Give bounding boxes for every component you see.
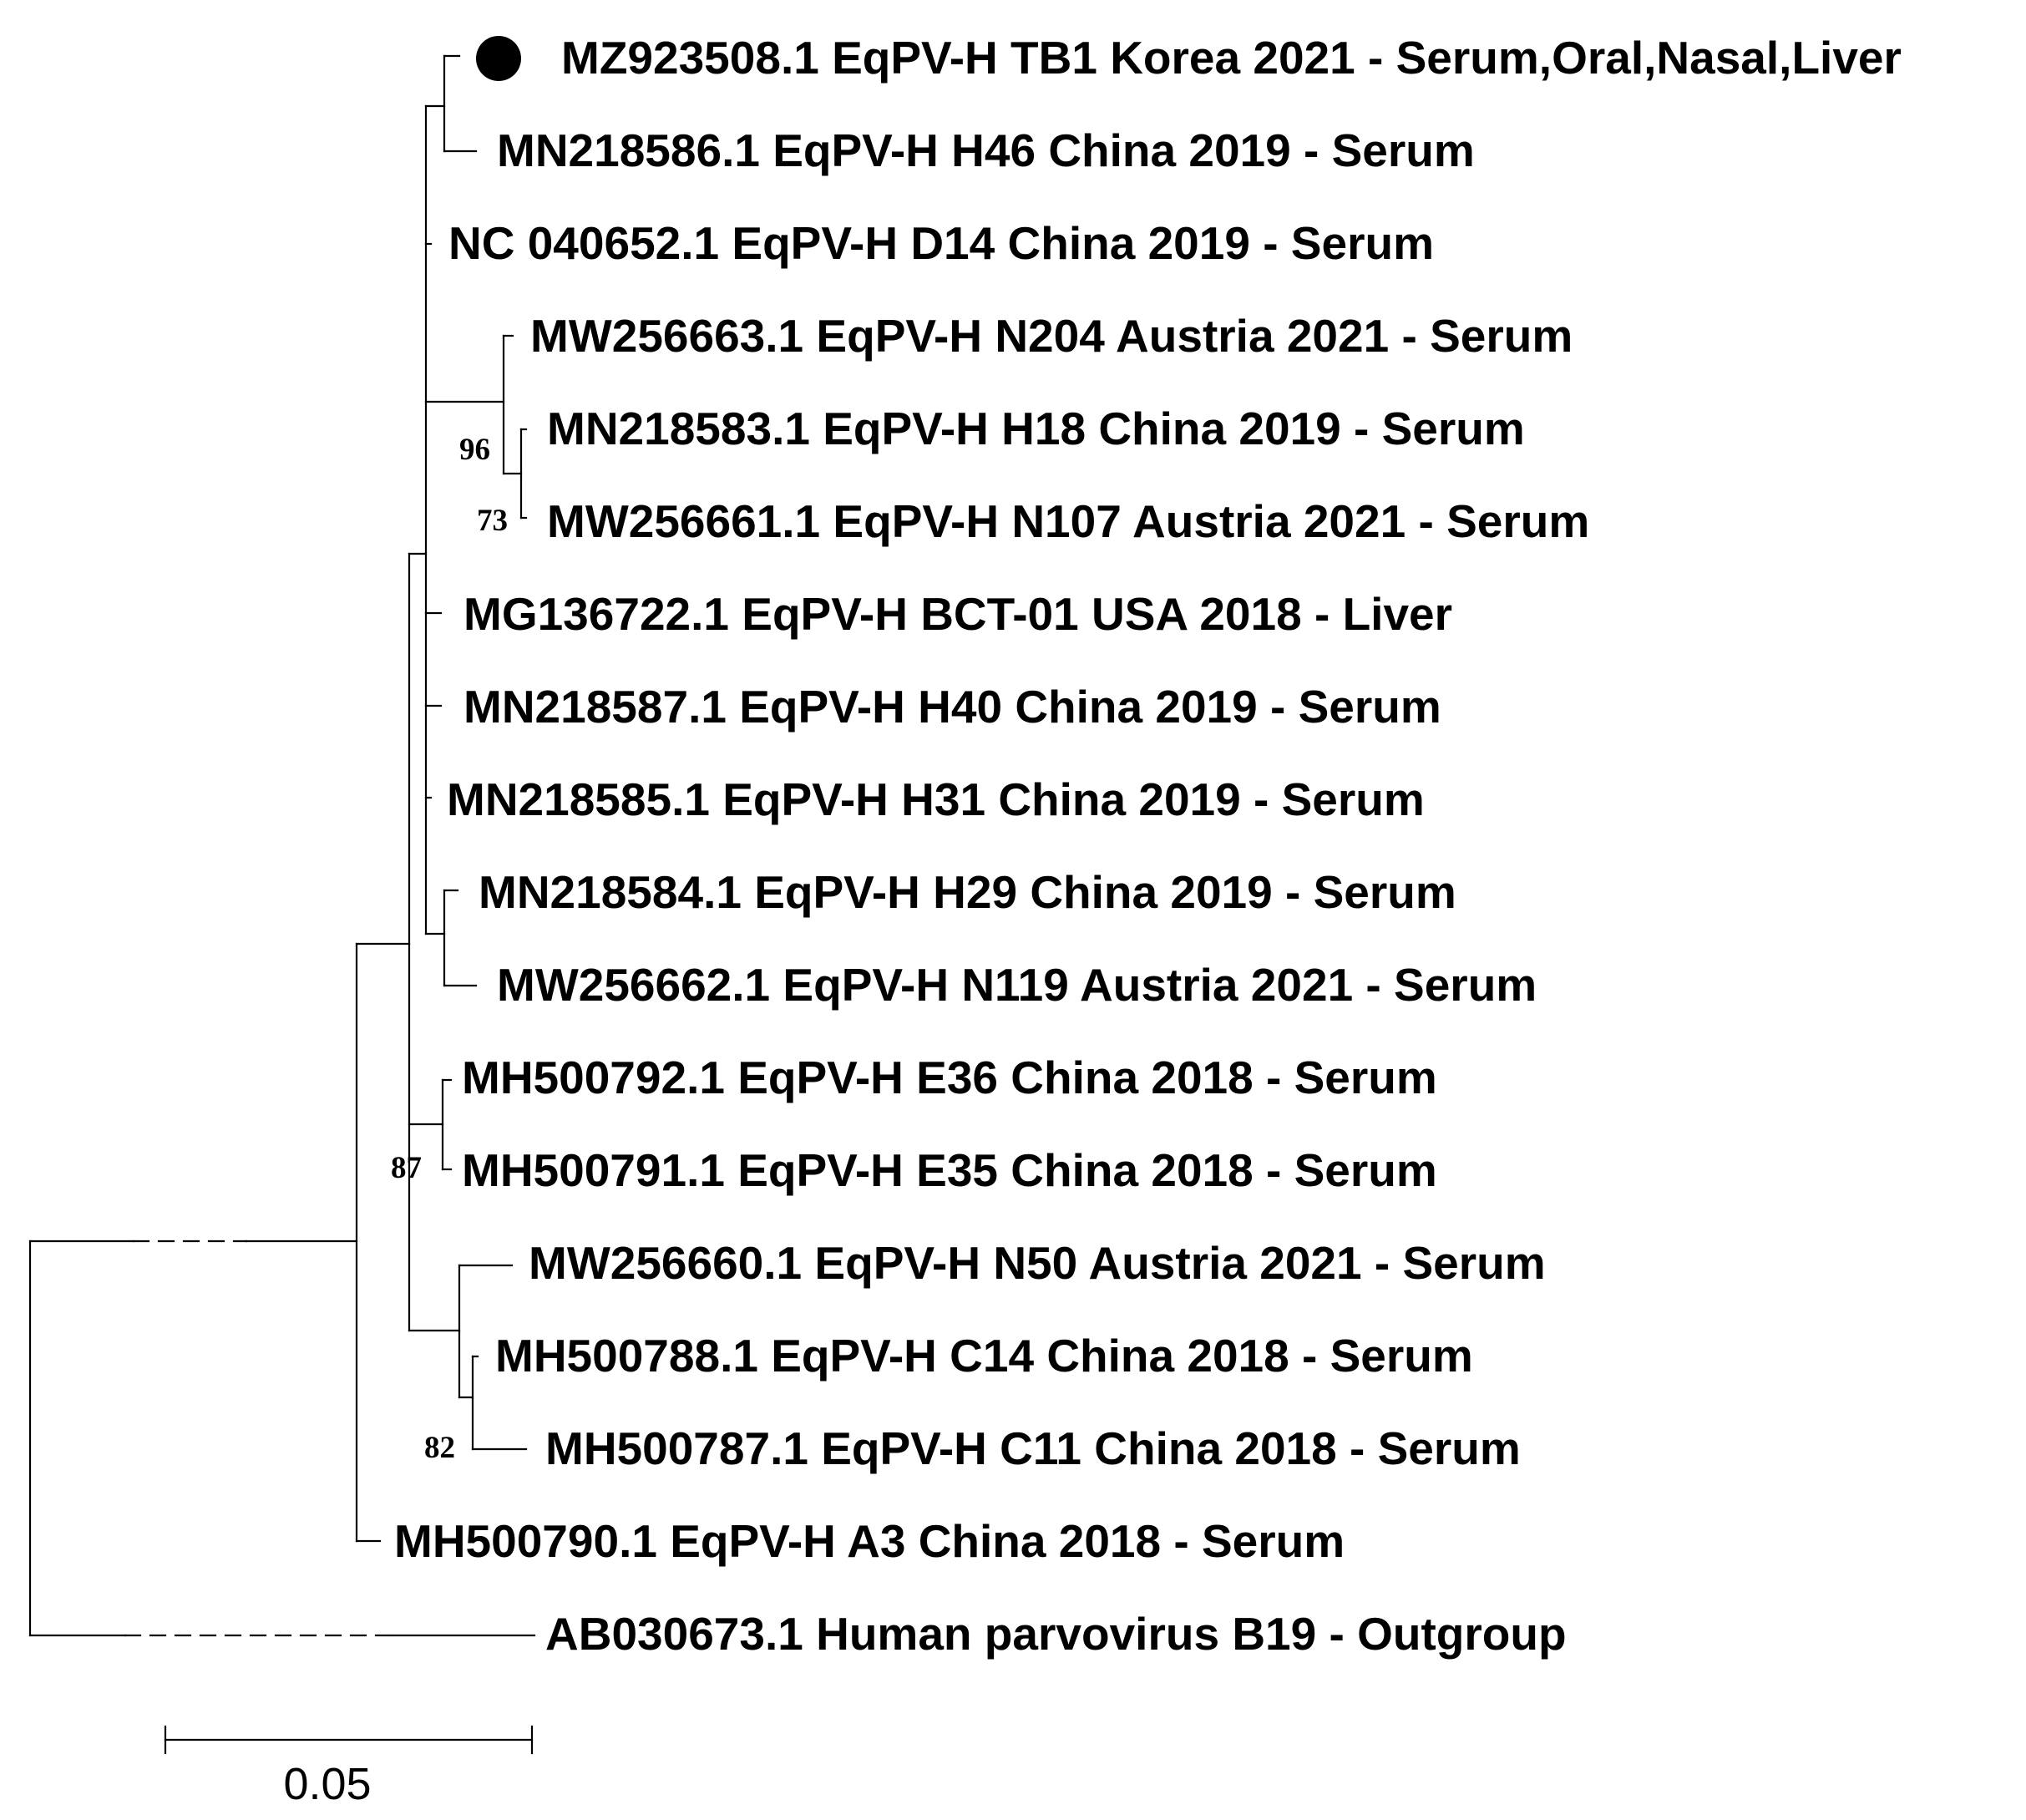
- leaf-label-MH500788: MH500788.1 EqPV-H C14 China 2018 - Serum: [495, 1330, 1473, 1381]
- bootstrap-value-73: 73: [477, 504, 508, 538]
- leaf-label-MN218587: MN218587.1 EqPV-H H40 China 2019 - Serum: [463, 681, 1441, 733]
- leaf-label-MH500787: MH500787.1 EqPV-H C11 China 2018 - Serum: [545, 1422, 1521, 1474]
- leaf-label-NC040652: NC 040652.1 EqPV-H D14 China 2019 - Seru…: [448, 217, 1434, 269]
- korea-marker-circle-icon: [476, 36, 521, 81]
- bootstrap-value-82: 82: [424, 1431, 455, 1465]
- leaf-label-MW256660: MW256660.1 EqPV-H N50 Austria 2021 - Ser…: [529, 1237, 1546, 1289]
- leaf-label-MW256661: MW256661.1 EqPV-H N107 Austria 2021 - Se…: [547, 495, 1589, 547]
- scale-bar-label: 0.05: [283, 1759, 371, 1809]
- leaf-label-MH500791: MH500791.1 EqPV-H E35 China 2018 - Serum: [462, 1144, 1437, 1196]
- scale-bar: 0.05: [164, 1725, 534, 1809]
- bootstrap-values: 96 73 87 82: [391, 433, 508, 1465]
- leaf-label-MN218585: MN218585.1 EqPV-H H31 China 2019 - Serum: [447, 773, 1425, 825]
- leaf-label-MZ923508: MZ923508.1 EqPV-H TB1 Korea 2021 - Serum…: [561, 32, 1902, 84]
- leaf-label-AB030673: AB030673.1 Human parvovirus B19 - Outgro…: [545, 1608, 1567, 1660]
- tree-branches: [28, 54, 536, 1637]
- leaf-label-MN218583: MN218583.1 EqPV-H H18 China 2019 - Serum: [547, 403, 1525, 454]
- bootstrap-value-87: 87: [391, 1151, 422, 1185]
- leaf-labels: MZ923508.1 EqPV-H TB1 Korea 2021 - Serum…: [394, 32, 1902, 1660]
- leaf-label-MH500792: MH500792.1 EqPV-H E36 China 2018 - Serum: [462, 1052, 1437, 1103]
- leaf-label-MW256663: MW256663.1 EqPV-H N204 Austria 2021 - Se…: [530, 310, 1573, 362]
- leaf-label-MN218584: MN218584.1 EqPV-H H29 China 2019 - Serum: [479, 866, 1456, 918]
- leaf-label-MG136722: MG136722.1 EqPV-H BCT-01 USA 2018 - Live…: [463, 588, 1452, 640]
- leaf-label-MW256662: MW256662.1 EqPV-H N119 Austria 2021 - Se…: [497, 959, 1537, 1011]
- bootstrap-value-96: 96: [459, 433, 490, 467]
- leaf-label-MH500790: MH500790.1 EqPV-H A3 China 2018 - Serum: [394, 1515, 1345, 1567]
- leaf-label-MN218586: MN218586.1 EqPV-H H46 China 2019 - Serum: [497, 124, 1475, 176]
